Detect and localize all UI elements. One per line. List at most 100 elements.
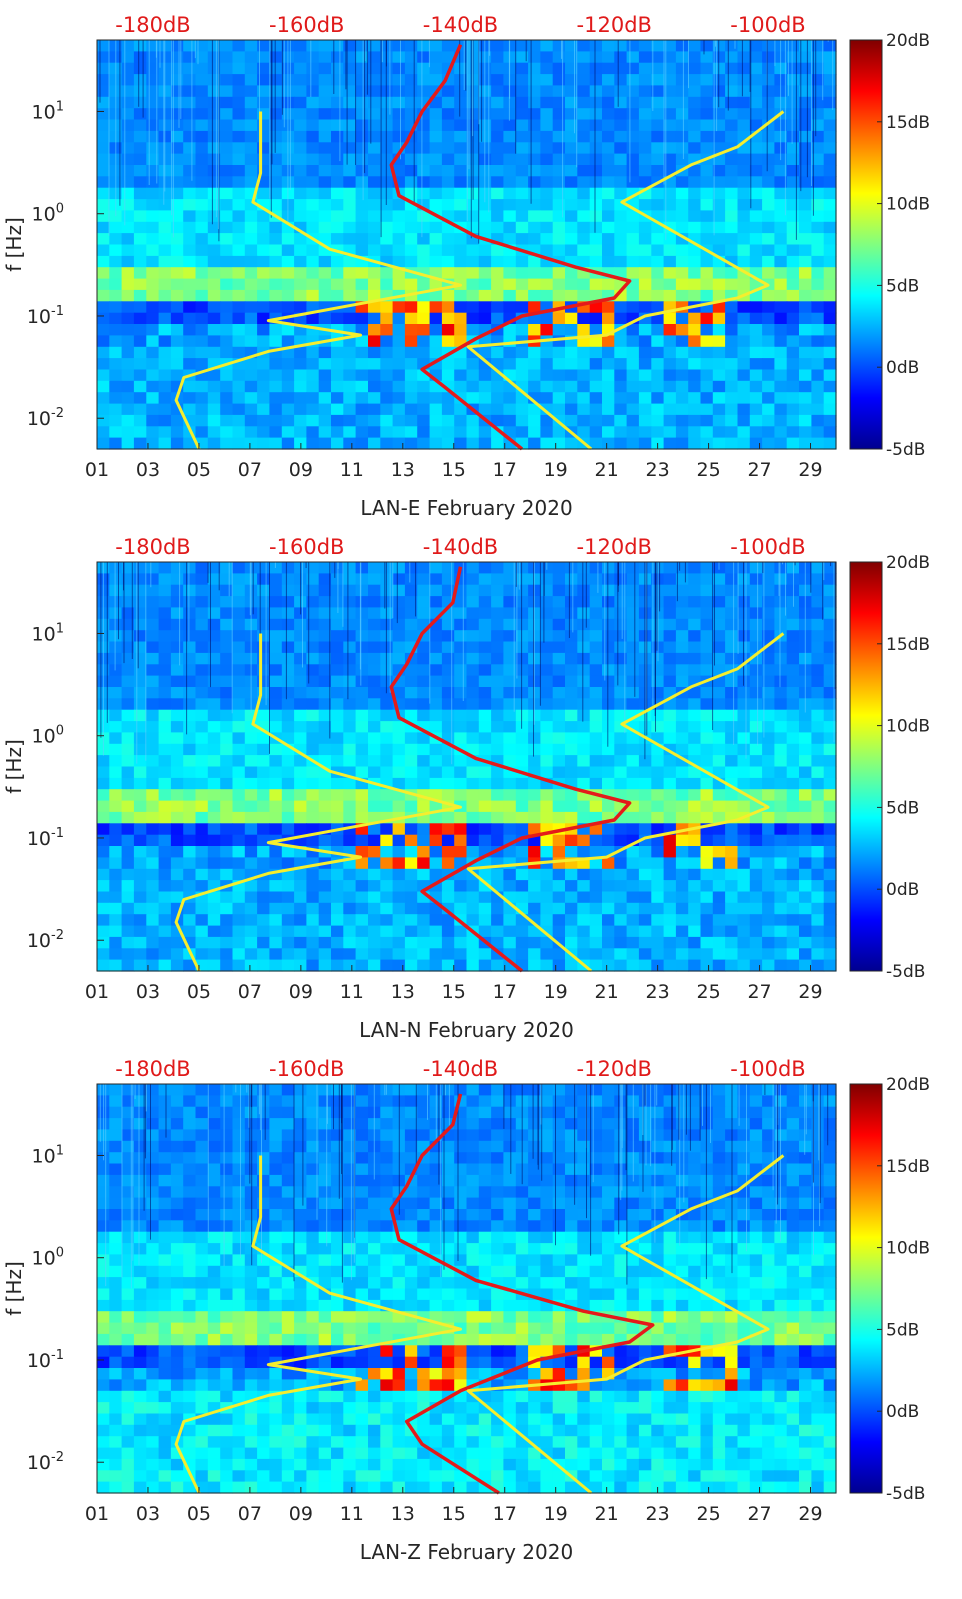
heatmap-cell <box>244 108 258 121</box>
heatmap-cell <box>466 607 480 620</box>
heatmap-cell <box>540 846 554 858</box>
heatmap-cell <box>663 1118 677 1131</box>
heatmap-cell <box>589 1084 603 1096</box>
heatmap-cell <box>183 834 197 847</box>
heatmap-cell <box>762 675 775 688</box>
heatmap-cell <box>478 743 492 756</box>
heatmap-cell <box>823 743 837 756</box>
heatmap-cell <box>811 573 825 586</box>
heatmap-cell <box>528 777 541 790</box>
heatmap-cell <box>97 392 110 405</box>
heatmap-cell <box>306 607 320 620</box>
heatmap-cell <box>700 868 714 881</box>
heatmap-cell <box>392 562 406 574</box>
heatmap-cell <box>146 1140 160 1153</box>
heatmap-cell <box>651 289 665 302</box>
heatmap-cell <box>577 324 591 336</box>
heatmap-cell <box>97 255 110 268</box>
heatmap-cell <box>602 834 615 847</box>
heatmap-cell <box>589 857 603 870</box>
heatmap-cell <box>552 369 566 382</box>
heatmap-cell <box>355 74 369 87</box>
heatmap-cell <box>663 346 677 359</box>
heatmap-cell <box>503 233 517 246</box>
heatmap-cell <box>368 766 381 779</box>
heatmap-cell <box>170 630 184 643</box>
heatmap-cell <box>503 187 517 200</box>
heatmap-cell <box>762 165 775 177</box>
heatmap-cell <box>515 675 529 688</box>
heatmap-cell <box>244 755 258 768</box>
heatmap-cell <box>663 187 677 200</box>
heatmap-cell <box>602 199 615 212</box>
heatmap-cell <box>220 108 234 121</box>
heatmap-cell <box>540 664 554 677</box>
heatmap-cell <box>786 199 800 212</box>
heatmap-cell <box>478 721 492 734</box>
heatmap-cell <box>306 584 320 597</box>
heatmap-cell <box>331 119 344 132</box>
heatmap-cell <box>269 857 283 870</box>
heatmap-cell <box>269 369 283 382</box>
heatmap-cell <box>220 255 234 268</box>
heatmap-cell <box>626 652 640 665</box>
heatmap-cell <box>232 85 246 98</box>
heatmap-cell <box>133 846 147 858</box>
heatmap-cell <box>121 255 135 268</box>
heatmap-cell <box>269 301 283 314</box>
heatmap-cell <box>429 721 443 734</box>
heatmap-cell <box>183 324 197 336</box>
heatmap-cell <box>183 346 197 359</box>
heatmap-cell <box>158 324 172 336</box>
heatmap-cell <box>577 1118 591 1131</box>
heatmap-cell <box>602 880 615 893</box>
heatmap-cell <box>429 834 443 847</box>
heatmap-cell <box>207 244 221 257</box>
heatmap-cell <box>244 312 258 325</box>
heatmap-cell <box>170 358 184 371</box>
heatmap-cell <box>306 618 320 631</box>
heatmap-cell <box>565 800 578 813</box>
heatmap-cell <box>429 176 443 189</box>
heatmap-cell <box>146 369 160 382</box>
heatmap-cell <box>626 437 640 450</box>
heatmap-cell <box>466 777 480 790</box>
heatmap-cell <box>749 823 763 836</box>
heatmap-cell <box>232 607 246 620</box>
heatmap-cell <box>700 652 714 665</box>
heatmap-cell <box>725 176 738 189</box>
heatmap-cell <box>565 687 578 699</box>
heatmap-cell <box>195 119 209 132</box>
heatmap-cell <box>121 358 135 371</box>
heatmap-cell <box>404 358 418 371</box>
heatmap-cell <box>491 119 504 132</box>
heatmap-cell <box>799 74 812 87</box>
heatmap-cell <box>306 210 320 223</box>
heatmap-cell <box>786 96 800 109</box>
heatmap-cell <box>429 346 443 359</box>
heatmap-cell <box>133 346 147 359</box>
heatmap-cell <box>614 119 628 132</box>
x-tick-label: 29 <box>798 459 822 481</box>
heatmap-cell <box>663 142 677 155</box>
heatmap-cell <box>515 369 529 382</box>
heatmap-cell <box>244 743 258 756</box>
heatmap-cell <box>158 403 172 416</box>
heatmap-cell <box>749 392 763 405</box>
heatmap-cell <box>343 380 357 393</box>
heatmap-cell <box>466 1118 480 1131</box>
heatmap-cell <box>380 369 394 382</box>
heatmap-cell <box>331 62 344 75</box>
heatmap-cell <box>257 255 270 268</box>
heatmap-cell <box>207 187 221 200</box>
heatmap-cell <box>577 358 591 371</box>
y-tick-label: 10-2 <box>27 928 64 952</box>
heatmap-cell <box>602 312 615 325</box>
heatmap-cell <box>737 62 751 75</box>
heatmap-cell <box>158 1084 172 1096</box>
heatmap-cell <box>688 709 702 722</box>
heatmap-cell <box>675 641 689 654</box>
heatmap-cell <box>109 289 123 302</box>
heatmap-cell <box>417 846 431 858</box>
heatmap-cell <box>417 255 431 268</box>
